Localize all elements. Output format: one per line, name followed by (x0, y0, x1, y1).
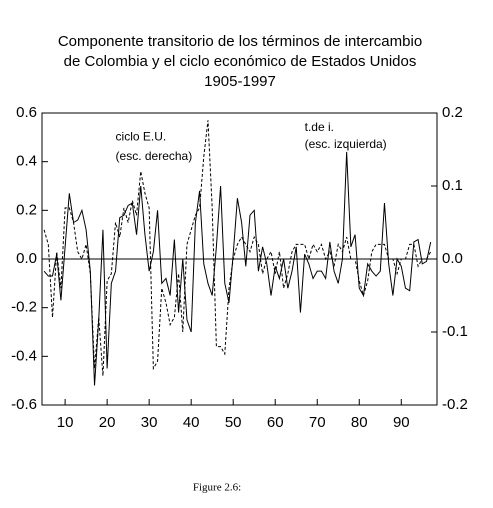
y-tick-label: -0.2 (11, 299, 37, 316)
y-tick-label: -0.6 (11, 396, 37, 413)
x-tick-label: 10 (57, 414, 74, 431)
chart-title: 1905-1997 (204, 73, 276, 90)
x-tick-label: 20 (99, 414, 116, 431)
x-tick-label: 30 (141, 414, 158, 431)
x-tick-label: 80 (351, 414, 368, 431)
x-tick-label: 50 (225, 414, 242, 431)
line-series (43, 151, 432, 386)
x-tick-label: 90 (393, 414, 410, 431)
y2-tick-label: 0.1 (442, 177, 463, 194)
y-tick-label: -0.4 (11, 347, 37, 364)
caption: Figure 2.6: (193, 482, 241, 494)
x-tick-label: 60 (267, 414, 284, 431)
chart-title: de Colombia y el ciclo económico de Esta… (64, 53, 417, 70)
annotation: (esc. izquierda) (305, 137, 387, 151)
y-tick-label: 0.6 (16, 104, 37, 121)
y2-tick-label: -0.2 (442, 396, 468, 413)
annotation: t.de i. (305, 120, 334, 134)
y-tick-label: 0.0 (16, 250, 37, 267)
line-series (43, 120, 432, 376)
y-tick-label: 0.2 (16, 201, 37, 218)
annotation: (esc. derecha) (116, 149, 193, 163)
x-tick-label: 40 (183, 414, 200, 431)
y2-tick-label: 0.0 (442, 250, 463, 267)
y2-tick-label: -0.1 (442, 323, 468, 340)
chart-title: Componente transitorio de los términos d… (58, 33, 422, 50)
y2-tick-label: 0.2 (442, 104, 463, 121)
annotation: ciclo E.U. (116, 130, 167, 144)
y-tick-label: 0.4 (16, 153, 37, 170)
x-tick-label: 70 (309, 414, 326, 431)
